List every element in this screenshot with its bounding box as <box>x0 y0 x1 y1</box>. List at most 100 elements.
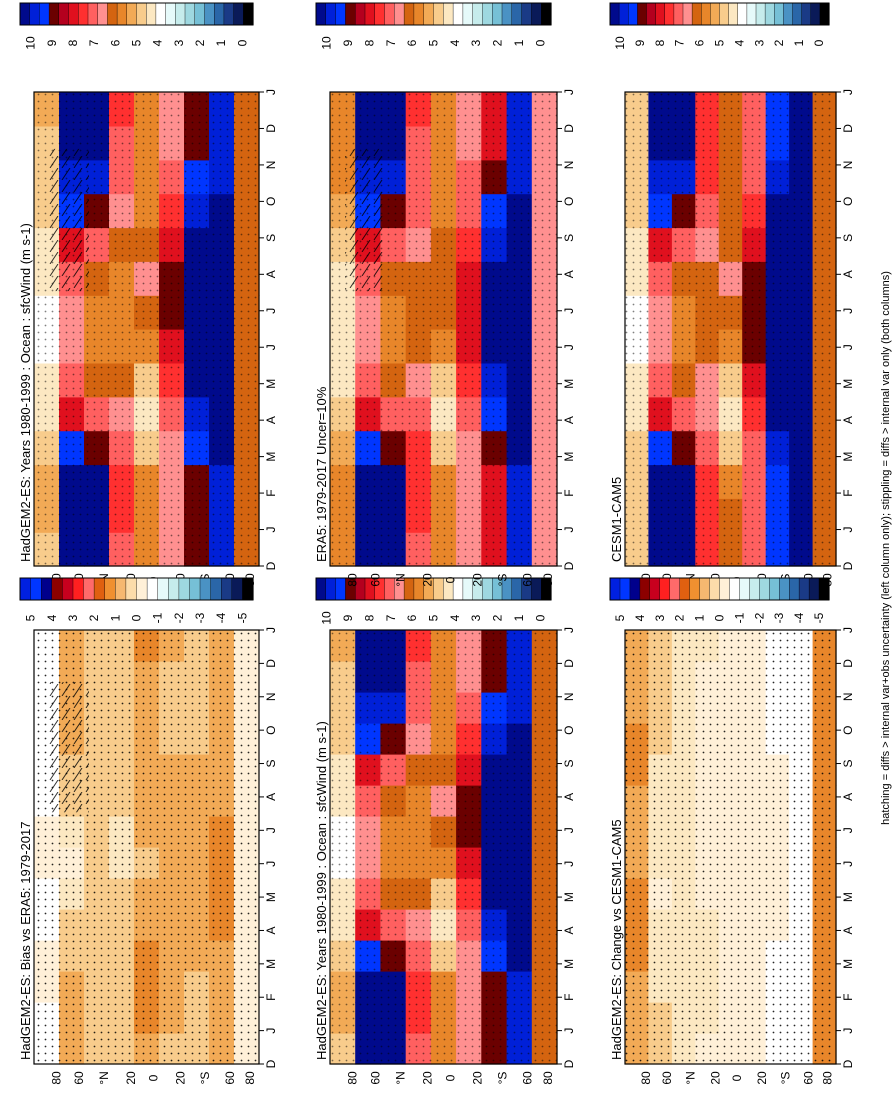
colorbar-tick-label: 10 <box>320 36 334 50</box>
stippling <box>625 92 836 566</box>
colorbar-tick-label: 4 <box>448 39 462 46</box>
colorbar-swatch <box>51 577 63 601</box>
colorbar-tick-label: -3 <box>772 612 786 623</box>
colorbar-tick-label: -4 <box>214 612 228 623</box>
colorbar-swatch <box>194 2 206 26</box>
colorbar-swatch <box>78 2 89 26</box>
colorbar-swatch <box>679 577 691 601</box>
month-label: A <box>562 926 576 934</box>
colorbar-tick-label: 10 <box>613 36 627 50</box>
colorbar-swatch <box>709 577 721 601</box>
colorbar-swatch <box>511 2 523 26</box>
hatching <box>49 148 89 292</box>
latitude-label: 0 <box>146 1074 160 1081</box>
month-label: N <box>264 692 278 701</box>
month-label: D <box>562 561 576 570</box>
stippling <box>330 630 557 1064</box>
month-label: J <box>264 861 278 867</box>
colorbar-tick-label: 1 <box>792 39 806 46</box>
colorbar-swatch <box>242 577 254 601</box>
colorbar-tick-label: 9 <box>633 39 647 46</box>
plot-frame <box>33 91 260 567</box>
latitude-label: 80 <box>346 573 360 587</box>
month-label: O <box>562 197 576 206</box>
colorbar-tick-label: 10 <box>24 36 38 50</box>
latitude-label: °N <box>393 573 407 586</box>
colorbar-tick-label: -2 <box>172 612 186 623</box>
colorbar-swatch <box>394 2 405 26</box>
latitude-label: 20 <box>124 1071 138 1085</box>
colorbar-swatch <box>30 577 42 601</box>
colorbar-tick-label: 8 <box>653 39 667 46</box>
month-label: M <box>562 959 576 969</box>
colorbar-swatch <box>433 2 444 26</box>
month-label: J <box>264 627 278 633</box>
latitude-label: 60 <box>72 1071 86 1085</box>
colorbar-swatch <box>243 2 254 26</box>
hatching <box>345 148 386 292</box>
month-label: A <box>264 270 278 278</box>
colorbar-swatch <box>145 2 157 26</box>
latitude-label: 60 <box>660 1071 674 1085</box>
colorbar-tick-label: 4 <box>732 39 746 46</box>
month-label: M <box>264 959 278 969</box>
colorbar-tick-label: 2 <box>491 39 505 46</box>
colorbar-frame <box>19 2 254 26</box>
colorbar-swatch <box>774 2 784 26</box>
latitude-label: 80 <box>639 1071 653 1085</box>
colorbar-swatch <box>83 577 95 601</box>
colorbar-tick-label: 6 <box>405 614 419 621</box>
colorbar-tick-label: 2 <box>87 614 101 621</box>
month-label: J <box>841 861 855 867</box>
colorbar-swatch <box>29 2 41 26</box>
colorbar-swatch <box>689 577 701 601</box>
latitude-label: 60 <box>802 1071 816 1085</box>
month-label: S <box>562 760 576 768</box>
month-label: O <box>264 725 278 734</box>
colorbar-swatch <box>637 2 648 26</box>
latitude-label: 0 <box>443 576 457 583</box>
colorbar-swatch <box>818 577 830 601</box>
latitude-label: 20 <box>421 1071 435 1085</box>
month-label: F <box>562 489 576 496</box>
colorbar-swatch <box>501 2 513 26</box>
colorbar-swatch <box>223 2 235 26</box>
colorbar-swatch <box>755 2 766 26</box>
colorbar-swatch <box>792 2 803 26</box>
month-label: M <box>562 892 576 902</box>
month-label: S <box>841 234 855 242</box>
panel-4: DJFMAMJJASONDJ8060°N20020°S6080CESM1-CAM… <box>609 2 855 587</box>
colorbar-tick-label: 1 <box>693 614 707 621</box>
colorbar-swatch <box>335 577 347 601</box>
month-label: J <box>562 1028 576 1034</box>
month-label: J <box>264 1028 278 1034</box>
colorbar-swatch <box>673 2 684 26</box>
colorbar-swatch <box>72 577 85 601</box>
colorbar-swatch <box>609 577 621 601</box>
colorbar-tick-label: -4 <box>792 612 806 623</box>
colorbar-swatch <box>682 2 693 26</box>
month-label: F <box>264 994 278 1001</box>
colorbar-tick-label: 3 <box>752 39 766 46</box>
month-label: D <box>562 1059 576 1068</box>
month-label: M <box>264 379 278 389</box>
panel-title: HadGEM2-ES: Bias vs ERA5: 1979-2017 <box>18 822 33 1060</box>
month-label: J <box>264 308 278 314</box>
colorbar-tick-label: -1 <box>732 612 746 623</box>
colorbar-tick-label: 7 <box>87 39 101 46</box>
colorbar-tick-label: 5 <box>130 39 144 46</box>
month-label: A <box>841 270 855 278</box>
colorbar-tick-label: 4 <box>45 614 59 621</box>
colorbar-swatch <box>819 2 830 26</box>
plot-frame <box>624 629 837 1065</box>
colorbar-swatch <box>93 577 106 601</box>
colorbar-tick-label: 4 <box>151 39 165 46</box>
colorbar-swatch <box>58 2 70 26</box>
colorbar-swatch <box>19 2 31 26</box>
panel-title: HadGEM2-ES: Years 1980-1999 : Ocean : sf… <box>314 721 329 1060</box>
colorbar-swatch <box>618 2 629 26</box>
colorbar-swatch <box>691 2 702 26</box>
colorbar-swatch <box>664 2 675 26</box>
colorbar-tick-label: 7 <box>673 39 687 46</box>
